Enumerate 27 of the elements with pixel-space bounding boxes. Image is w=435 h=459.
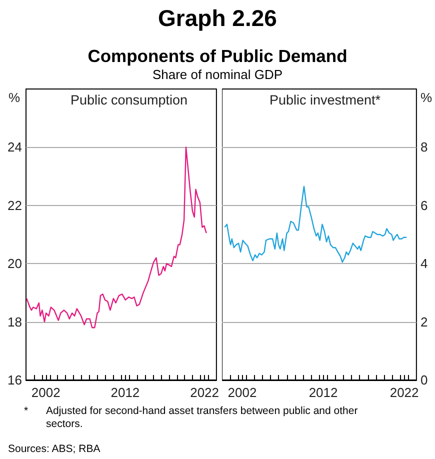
y-tick-label: 4 bbox=[420, 256, 428, 272]
y-axis-title: % bbox=[420, 90, 432, 105]
y-tick-label: 20 bbox=[8, 256, 22, 272]
source-note: Sources: ABS; RBA bbox=[8, 443, 100, 456]
x-tick-label: 2002 bbox=[31, 385, 60, 400]
y-tick-label: 2 bbox=[420, 314, 428, 330]
x-tick-label: 2012 bbox=[308, 385, 338, 400]
x-tick-label: 2022 bbox=[390, 385, 419, 400]
chart-title: Public consumption bbox=[70, 92, 188, 108]
text: * Adjusted for second-hand asset transfers between public and other sectors. bbox=[24, 405, 358, 430]
y-tick-label: 16 bbox=[8, 372, 22, 388]
y-tick-label: 6 bbox=[420, 198, 428, 213]
y-tick-label: 18 bbox=[8, 314, 22, 330]
y-tick-label: 22 bbox=[8, 198, 22, 213]
x-tick-label: 2022 bbox=[190, 385, 219, 400]
text: Components of Public Demand bbox=[86, 46, 348, 67]
y-tick-label: 8 bbox=[420, 140, 428, 155]
text: Graph 2.26 bbox=[157, 5, 278, 32]
line-series bbox=[26, 146, 207, 328]
y-axis-title: % bbox=[8, 90, 20, 105]
text: Share of nominal GDP bbox=[151, 67, 284, 82]
line-series bbox=[224, 186, 408, 263]
y-tick-label: 0 bbox=[420, 372, 428, 388]
y-tick-label: 24 bbox=[8, 140, 22, 155]
x-tick-label: 2002 bbox=[228, 385, 257, 400]
chart-title: Public investment* bbox=[269, 92, 382, 108]
x-tick-label: 2012 bbox=[110, 385, 140, 400]
